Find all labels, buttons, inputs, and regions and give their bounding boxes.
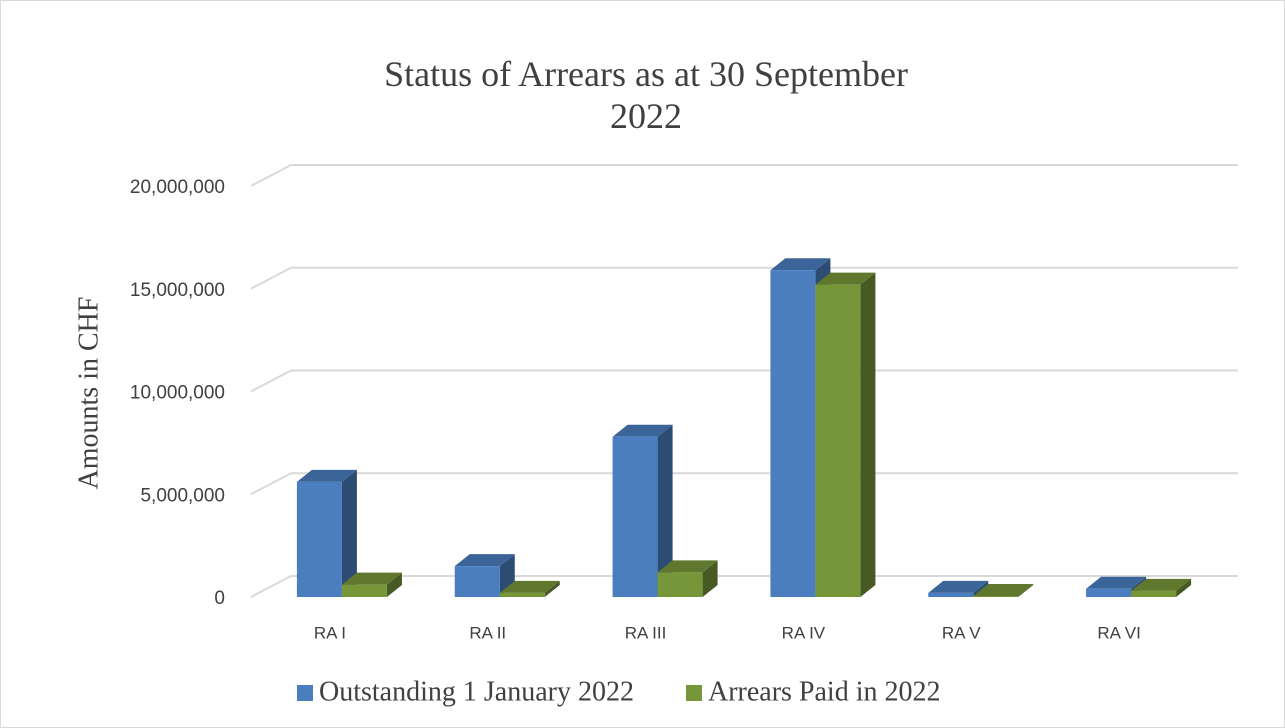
bar <box>973 583 1034 597</box>
chart-title: Status of Arrears as at 30 September 202… <box>384 54 908 136</box>
bar-face <box>296 481 342 597</box>
bar-face <box>341 572 402 585</box>
y-axis-label: Amounts in CHF <box>73 297 104 490</box>
legend-swatch <box>685 685 702 701</box>
x-tick-label: RA III <box>625 623 667 642</box>
bar-face <box>815 284 861 597</box>
bar-face <box>657 560 718 573</box>
bar-face <box>928 580 989 593</box>
x-tick-label: RA VI <box>1097 623 1140 642</box>
bar-face <box>973 583 1034 596</box>
bar-face <box>612 424 673 437</box>
bar-face <box>702 560 718 597</box>
grid-line <box>250 164 1238 187</box>
bar-face <box>1086 576 1147 589</box>
bar-face <box>499 592 545 597</box>
grid-line <box>250 472 1238 496</box>
bar-face <box>1018 583 1034 597</box>
bar-face <box>1131 578 1192 591</box>
legend-swatch <box>297 685 313 701</box>
bar-face <box>341 469 357 597</box>
bar <box>454 554 515 597</box>
bar-face <box>1086 588 1132 597</box>
y-tick-label: 15,000,000 <box>130 280 225 301</box>
bar-face <box>1176 578 1192 597</box>
y-tick-label: 5,000,000 <box>140 485 225 506</box>
bar-face <box>815 272 876 285</box>
bar-face <box>1131 590 1177 597</box>
bar-face <box>612 436 658 597</box>
y-tick-label: 0 <box>214 588 225 609</box>
grid-line <box>250 369 1238 393</box>
bar <box>341 572 402 597</box>
bar-face <box>973 595 1019 597</box>
bar-face <box>860 272 876 597</box>
bar <box>815 272 876 597</box>
bar <box>296 469 357 597</box>
bar-face <box>499 580 560 593</box>
grid-line <box>250 266 1238 290</box>
bar-face <box>657 424 673 597</box>
bar-face <box>341 584 387 597</box>
bar-face <box>386 572 402 597</box>
y-tick-label: 10,000,000 <box>130 383 225 404</box>
bar <box>612 424 673 597</box>
bar-face <box>454 554 515 567</box>
bar-face <box>770 258 831 271</box>
bar <box>657 560 718 597</box>
bar-face <box>770 270 816 597</box>
y-tick-label: 20,000,000 <box>130 177 225 198</box>
x-tick-label: RA I <box>314 623 346 642</box>
bar-face <box>296 469 357 482</box>
bar <box>928 580 989 597</box>
legend-label: Outstanding 1 January 2022 <box>319 676 634 707</box>
legend-label: Arrears Paid in 2022 <box>708 676 941 707</box>
x-tick-label: RA IV <box>782 623 826 642</box>
bar <box>1131 578 1192 597</box>
bar-face <box>657 572 703 597</box>
x-tick-label: RA V <box>942 623 981 642</box>
bar <box>499 580 560 597</box>
bar-face <box>928 592 974 597</box>
x-tick-label: RA II <box>469 623 506 642</box>
grid-line <box>250 575 1238 598</box>
bar-face <box>544 580 560 597</box>
bar-face <box>454 566 500 597</box>
